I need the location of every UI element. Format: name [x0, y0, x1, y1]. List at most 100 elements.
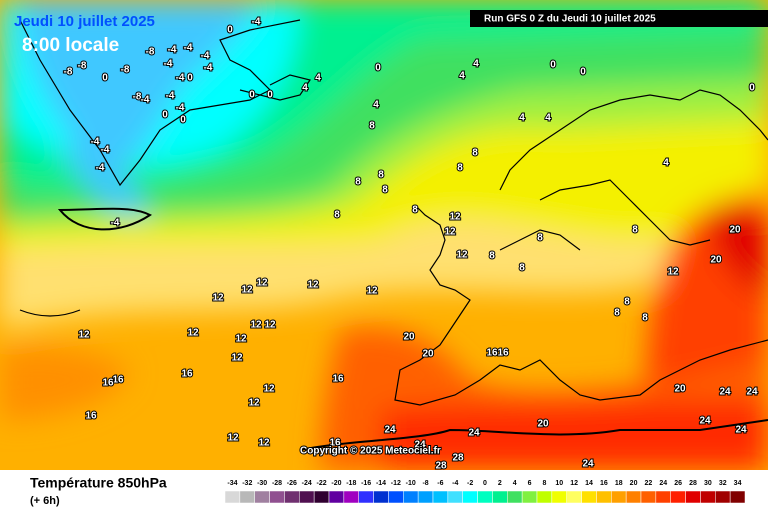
contour-label: 24	[699, 416, 711, 427]
contour-label: 12	[456, 250, 468, 261]
contour-label: 16	[486, 348, 498, 359]
contour-label: 12	[258, 438, 270, 449]
legend-label: 8	[542, 480, 546, 487]
legend-swatch	[640, 490, 657, 504]
footer-step: (+ 6h)	[30, 495, 60, 507]
legend-swatch	[403, 490, 419, 504]
legend-label: -34	[227, 480, 237, 487]
contour-label: 8	[632, 225, 638, 236]
legend-swatch	[536, 490, 553, 504]
legend-label: -30	[257, 480, 267, 487]
contour-label: 20	[729, 225, 741, 236]
contour-label: 24	[746, 387, 758, 398]
legend-label: 28	[689, 480, 697, 487]
contour-label: 4	[315, 73, 321, 84]
contour-label: 12	[187, 328, 199, 339]
legend-swatch	[432, 490, 449, 504]
contour-label: 8	[642, 313, 648, 324]
legend-swatch	[492, 490, 508, 504]
contour-label: 0	[102, 73, 108, 84]
contour-label: 4	[545, 113, 551, 124]
legend-label: 16	[600, 480, 608, 487]
contour-label: 24	[582, 459, 594, 470]
legend-swatch	[462, 490, 478, 504]
contour-label: 8	[489, 251, 495, 262]
legend-label: -24	[302, 480, 312, 487]
contour-label: 4	[373, 100, 379, 111]
contour-label: 24	[719, 387, 731, 398]
contour-label: 16	[181, 369, 193, 380]
legend-swatch	[343, 490, 359, 504]
legend-label: 24	[659, 480, 667, 487]
legend-label: 6	[528, 480, 532, 487]
legend-swatch	[313, 490, 330, 504]
legend-swatch	[224, 490, 241, 504]
contour-label: 8	[369, 121, 375, 132]
contour-label: -4	[176, 73, 185, 84]
legend-label: -32	[242, 480, 252, 487]
legend-swatch	[670, 490, 686, 504]
contour-label: 12	[307, 280, 319, 291]
legend-label: 18	[615, 480, 623, 487]
legend-swatch	[358, 490, 374, 504]
contour-label: 4	[473, 59, 479, 70]
contour-label: 8	[537, 233, 543, 244]
contour-label: 0	[187, 73, 193, 84]
legend-label: 14	[585, 480, 593, 487]
legend-swatch	[284, 490, 300, 504]
legend-label: -28	[272, 480, 282, 487]
contour-label: 0	[375, 63, 381, 74]
contour-label: 24	[414, 440, 426, 451]
contour-label: 12	[248, 398, 260, 409]
contour-label: 12	[264, 320, 276, 331]
contour-label: -4	[111, 218, 120, 229]
contour-label: -4	[252, 17, 261, 28]
contour-label: 24	[468, 428, 480, 439]
contour-label: -4	[168, 45, 177, 56]
legend-swatch	[447, 490, 463, 504]
contour-label: 0	[162, 110, 168, 121]
run-info: Run GFS 0 Z du Jeudi 10 juillet 2025	[484, 14, 656, 25]
contour-label: 20	[710, 255, 722, 266]
legend-label: -12	[391, 480, 401, 487]
contour-label: 28	[452, 453, 464, 464]
legend-swatch	[685, 490, 701, 504]
legend-swatch	[507, 490, 523, 504]
contour-label: 8	[412, 205, 418, 216]
contour-label: 16	[497, 348, 509, 359]
contour-label: -8	[133, 92, 142, 103]
contour-label: -4	[101, 145, 110, 156]
contour-label: 16	[332, 374, 344, 385]
contour-label: 8	[519, 263, 525, 274]
legend-label: 12	[570, 480, 578, 487]
legend-swatch	[239, 490, 255, 504]
contour-label: 0	[227, 25, 233, 36]
legend-label: -18	[346, 480, 356, 487]
legend-label: -8	[422, 480, 428, 487]
legend-label: 32	[719, 480, 727, 487]
legend-label: 4	[513, 480, 517, 487]
contour-label: 8	[355, 177, 361, 188]
legend-swatch	[388, 490, 404, 504]
contour-label: -4	[184, 43, 193, 54]
contour-label: 12	[231, 353, 243, 364]
contour-label: 24	[735, 425, 747, 436]
legend-swatch	[596, 490, 612, 504]
contour-label: 4	[519, 113, 525, 124]
contour-label: 16	[329, 438, 341, 449]
contour-label: -8	[146, 47, 155, 58]
contour-label: 8	[382, 185, 388, 196]
contour-label: 16	[85, 411, 97, 422]
contour-label: 16	[112, 375, 124, 386]
contour-label: -4	[96, 163, 105, 174]
legend-label: 2	[498, 480, 502, 487]
contour-label: 8	[624, 297, 630, 308]
contour-label: -4	[166, 91, 175, 102]
contour-label: 12	[449, 212, 461, 223]
contour-label: 8	[472, 148, 478, 159]
contour-label: 24	[384, 425, 396, 436]
legend-swatch	[328, 490, 345, 504]
legend-swatch	[729, 490, 746, 504]
contour-label: 12	[263, 384, 275, 395]
